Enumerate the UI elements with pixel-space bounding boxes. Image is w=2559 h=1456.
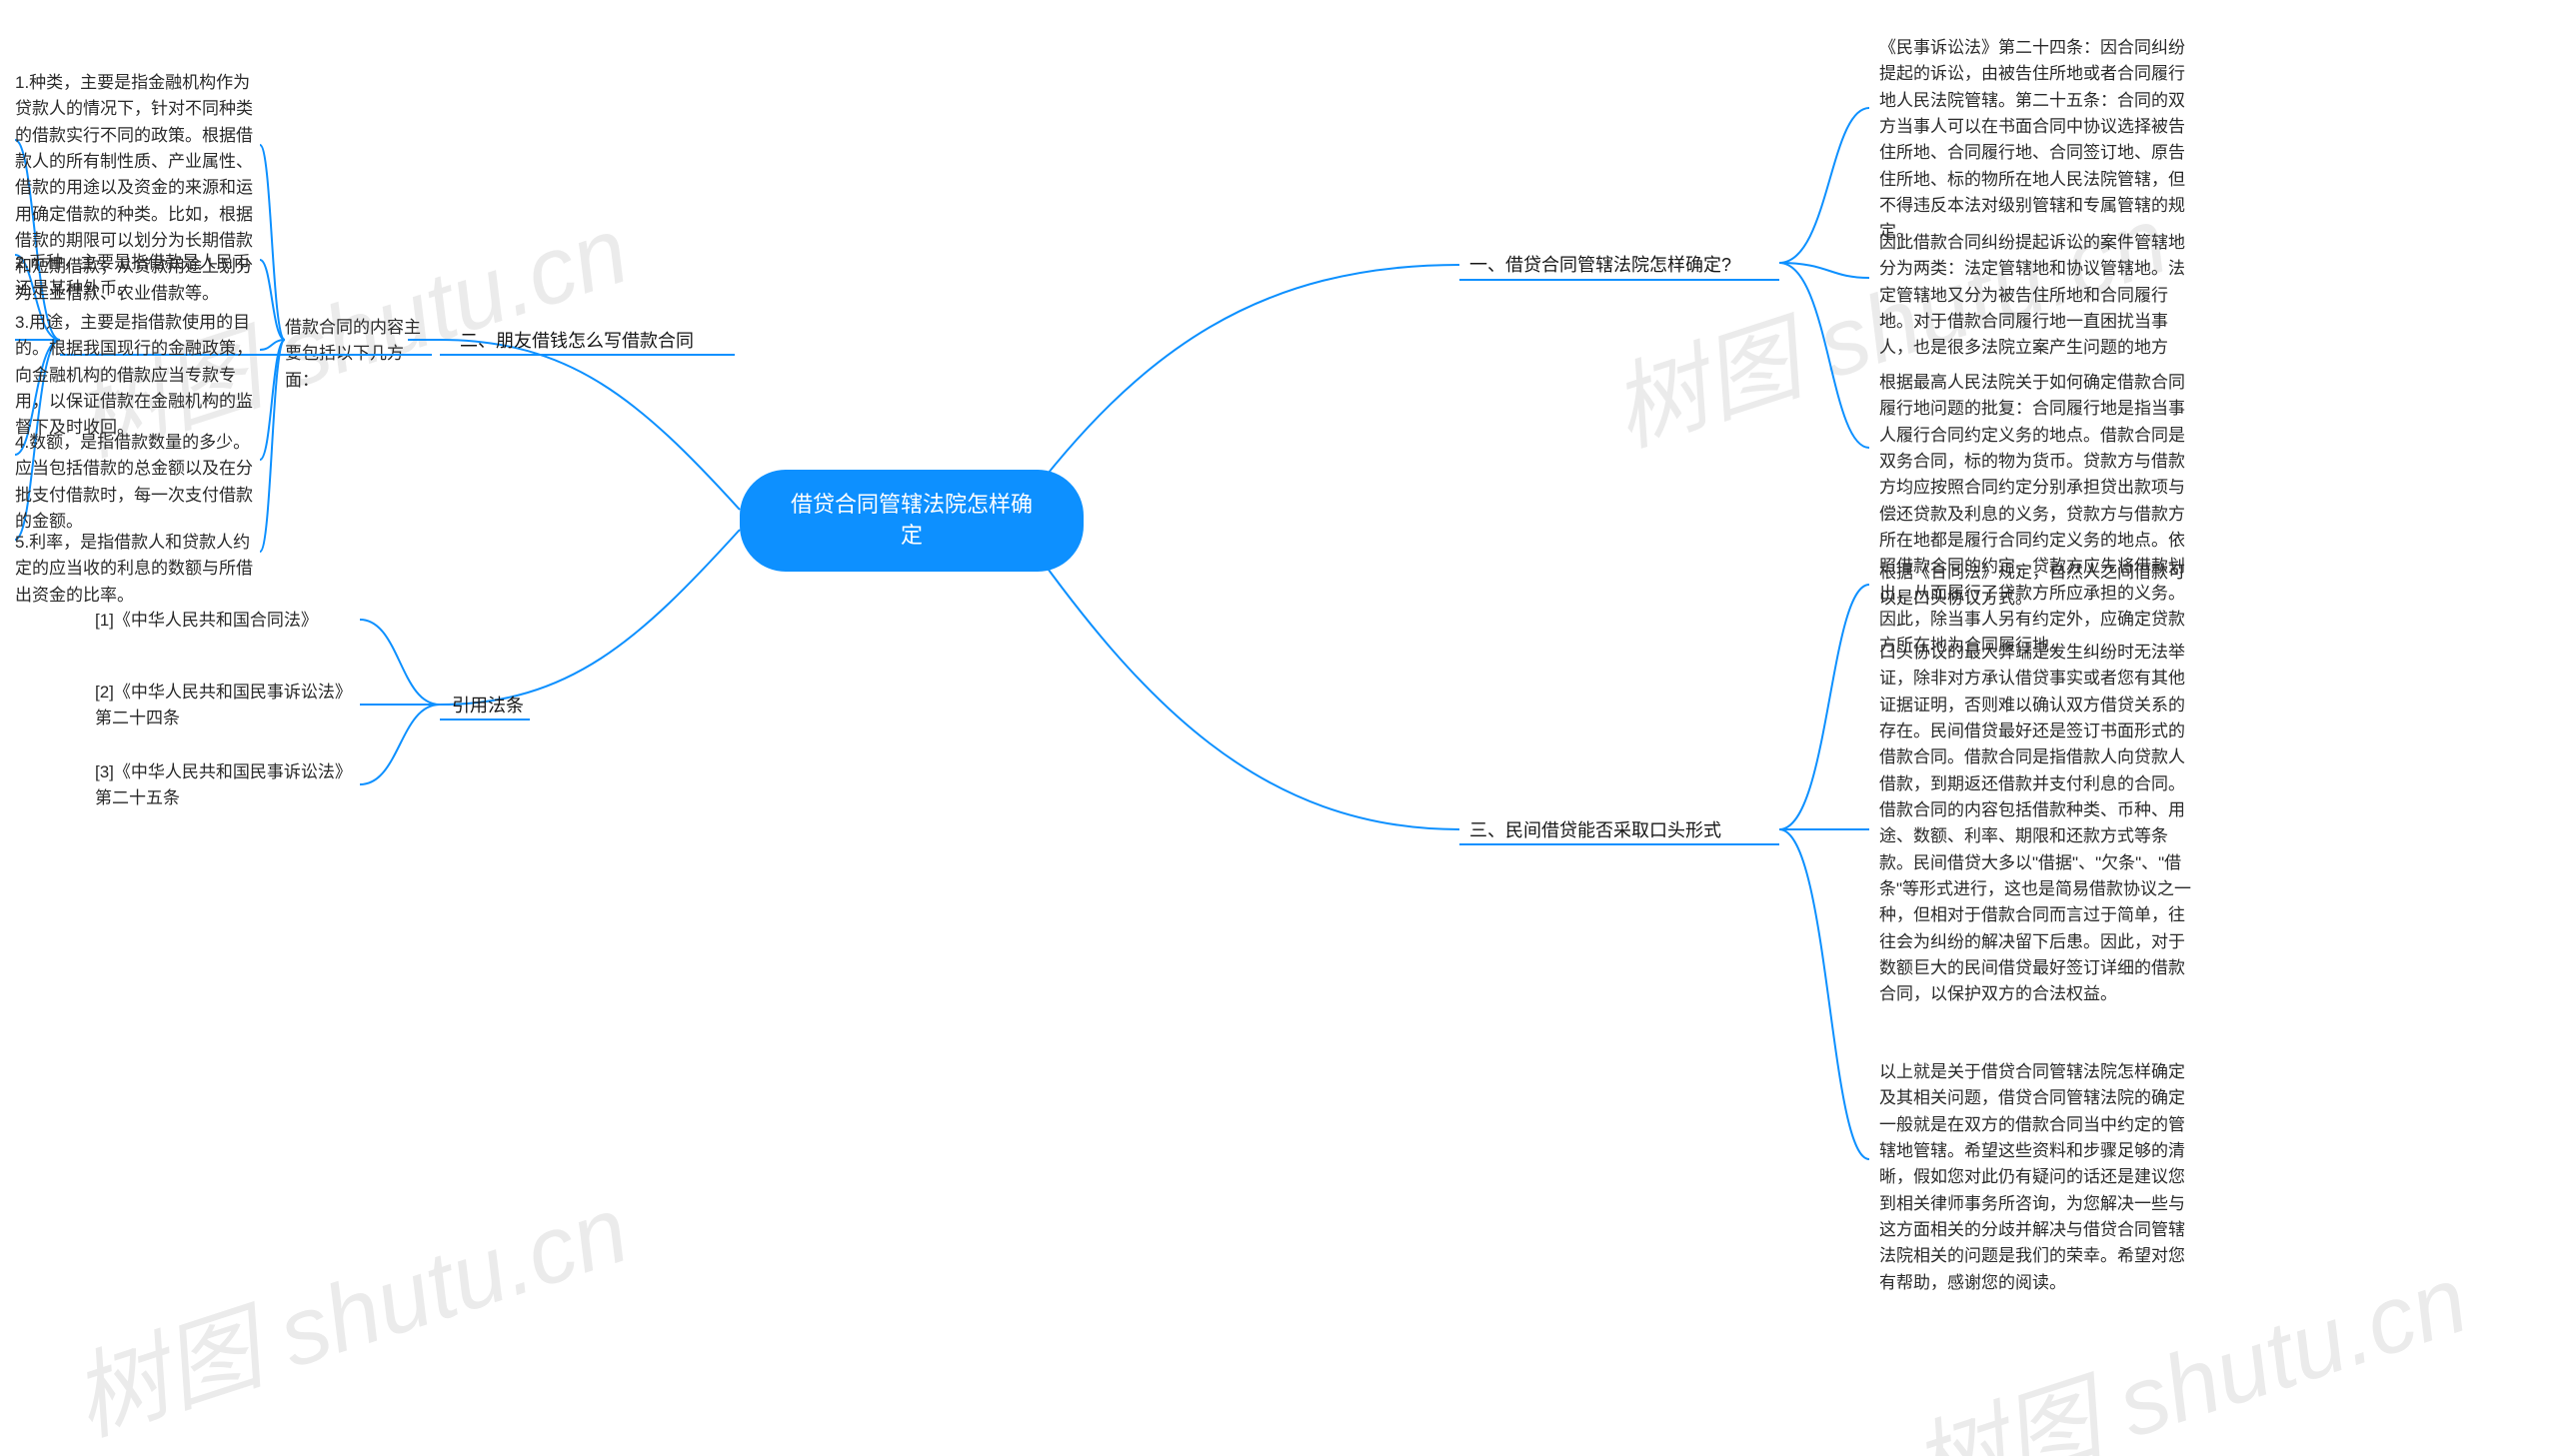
branch-1: 一、借贷合同管辖法院怎样确定? (1469, 252, 1731, 280)
branch-1-leaf-1: 《民事诉讼法》第二十四条：因合同纠纷提起的诉讼，由被告住所地或者合同履行地人民法… (1879, 35, 2199, 246)
branch-3-label: 二、朋友借钱怎么写借款合同 (460, 331, 694, 351)
branch-3-leaf-3: 3.用途，主要是指借款使用的目的。根据我国现行的金融政策，向金融机构的借款应当专… (15, 310, 260, 442)
branch-2: 三、民间借贷能否采取口头形式 (1469, 817, 1721, 845)
branch-4: 引用法条 (452, 693, 524, 721)
branch-2-leaf-2: 口头协议的最大弊端是发生纠纷时无法举证，除非对方承认借贷事实或者您有其他证据证明… (1879, 640, 2199, 1008)
branch-4-leaf-1: [1]《中华人民共和国合同法》 (95, 608, 355, 634)
branch-4-leaf-2: [2]《中华人民共和国民事诉讼法》第二十四条 (95, 680, 355, 732)
watermark: 树图 shutu.cn (53, 1153, 643, 1456)
branch-2-label: 三、民间借贷能否采取口头形式 (1469, 820, 1721, 840)
branch-3-leaf-5: 5.利率，是指借款人和贷款人约定的应当收的利息的数额与所借出资金的比率。 (15, 530, 260, 609)
branch-1-leaf-3: 根据最高人民法院关于如何确定借款合同履行地问题的批复：合同履行地是指当事人履行合… (1879, 370, 2199, 660)
branch-3-leaf-2: 2.币种，主要是指借款是人民币还是某种外币。 (15, 250, 260, 303)
branch-2-leaf-3: 以上就是关于借贷合同管辖法院怎样确定及其相关问题，借贷合同管辖法院的确定一般就是… (1879, 1059, 2199, 1296)
branch-3-leaf-4: 4.数额，是指借款数量的多少。应当包括借款的总金额以及在分批支付借款时，每一次支… (15, 430, 260, 535)
branch-4-label: 引用法条 (452, 696, 524, 716)
branch-1-label: 一、借贷合同管辖法院怎样确定? (1469, 255, 1731, 275)
branch-1-leaf-2: 因此借款合同纠纷提起诉讼的案件管辖地分为两类：法定管辖地和协议管辖地。法定管辖地… (1879, 230, 2199, 362)
root-node: 借贷合同管辖法院怎样确 定 (740, 470, 1084, 572)
root-text: 借贷合同管辖法院怎样确 定 (791, 492, 1033, 548)
branch-3: 二、朋友借钱怎么写借款合同 (460, 328, 694, 356)
branch-3-sub: 借款合同的内容主要包括以下几方面： (285, 315, 430, 394)
branch-4-leaf-3: [3]《中华人民共和国民事诉讼法》第二十五条 (95, 759, 355, 812)
branch-2-leaf-1: 根据《合同法》规定，自然人之间借款可以是口头协议方式。 (1879, 560, 2199, 613)
